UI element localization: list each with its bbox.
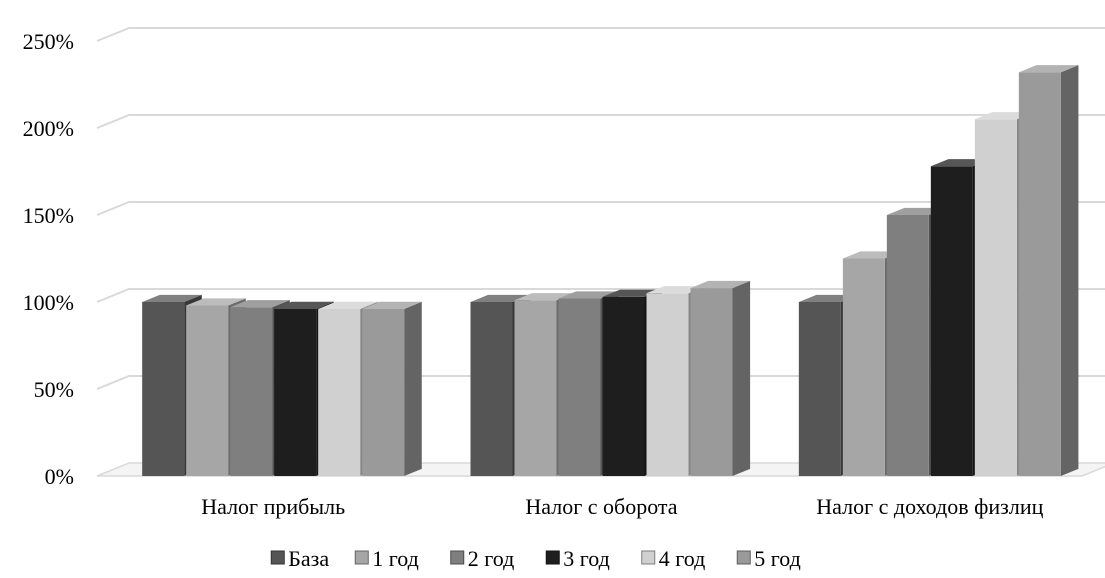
legend-item: 5 год: [736, 546, 801, 571]
bar-front: [974, 119, 1017, 477]
y-tick-label: 50%: [34, 377, 74, 402]
gridline: [96, 201, 1105, 216]
y-tick-label: 0%: [45, 464, 74, 489]
bar-front: [558, 298, 601, 476]
gridline: [96, 114, 1105, 129]
legend-item: 2 год: [450, 546, 515, 571]
bar-top: [274, 301, 334, 309]
bar-side: [732, 280, 751, 476]
legend-swatch: [354, 550, 369, 565]
legend-item: 4 год: [641, 546, 706, 571]
bar-side: [404, 301, 422, 476]
bar-top: [186, 298, 246, 306]
bar-front: [274, 308, 317, 476]
bar-top: [362, 301, 422, 309]
bar-top: [690, 280, 751, 289]
legend-item: 3 год: [545, 546, 610, 571]
bar-front: [318, 308, 361, 476]
legend-swatch: [736, 550, 751, 565]
legend-swatch: [641, 550, 656, 565]
bar-front: [602, 296, 645, 476]
legend-swatch: [545, 550, 560, 565]
legend-label: 5 год: [754, 546, 801, 571]
gridline: [96, 375, 1105, 390]
bar-top: [142, 294, 202, 302]
legend-swatch: [450, 550, 465, 565]
bar: [690, 280, 751, 476]
legend-label: 4 год: [659, 546, 706, 571]
category-label: Налог с доходов физлиц: [816, 494, 1043, 519]
bar-front: [514, 300, 557, 476]
gridline: [96, 288, 1105, 303]
bar-front: [362, 308, 405, 476]
bar: [362, 301, 422, 476]
legend-item: База: [270, 546, 329, 571]
category-label: Налог прибыль: [201, 494, 345, 519]
bar-front: [646, 293, 689, 476]
gridline: [96, 27, 1105, 42]
y-tick-label: 150%: [23, 203, 74, 228]
bar-front: [186, 305, 229, 476]
bar-front: [842, 258, 885, 476]
y-tick-label: 100%: [23, 290, 74, 315]
bar-front: [886, 215, 929, 476]
bar-front: [142, 302, 185, 476]
legend-item: 1 год: [354, 546, 419, 571]
legend-label: 1 год: [372, 546, 419, 571]
bar-side: [1060, 65, 1079, 477]
bar-top: [230, 300, 290, 308]
bar-top: [1018, 65, 1079, 73]
legend-swatch: [270, 550, 285, 565]
bar-front: [1018, 72, 1061, 476]
legend-label: 2 год: [468, 546, 515, 571]
category-label: Налог с оборота: [525, 494, 677, 519]
y-tick-label: 250%: [23, 29, 74, 54]
bar-top: [318, 301, 378, 309]
bar-front: [690, 288, 733, 476]
bar-front: [470, 302, 513, 476]
bar: [1018, 65, 1079, 477]
bar-front: [930, 166, 973, 476]
bar-front: [798, 302, 841, 476]
bar-front: [230, 307, 273, 476]
legend-label: 3 год: [563, 546, 610, 571]
legend-label: База: [288, 546, 329, 571]
y-tick-label: 200%: [23, 116, 74, 141]
